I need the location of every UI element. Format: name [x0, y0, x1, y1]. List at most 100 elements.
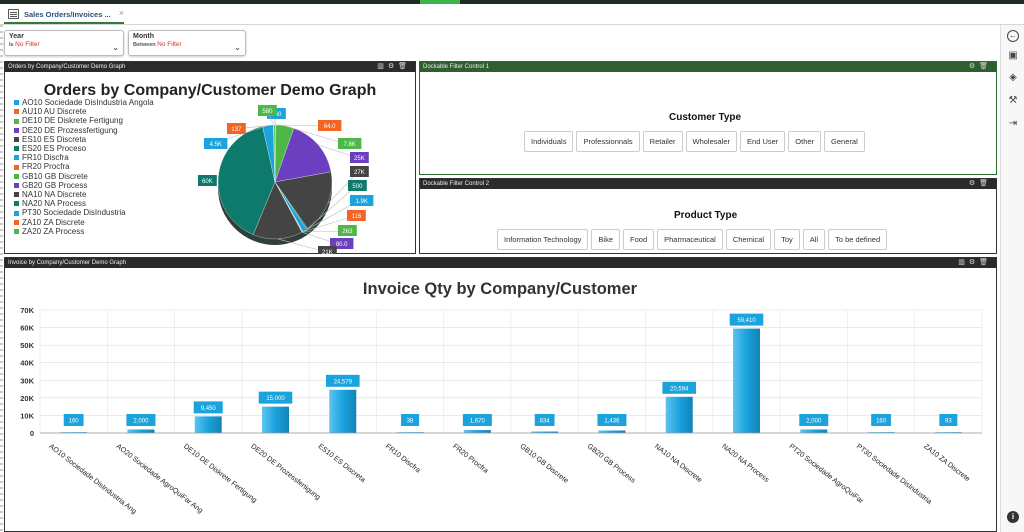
- pie-leader-line: [327, 171, 359, 204]
- legend-item[interactable]: FR20 Procfra: [14, 162, 154, 171]
- x-tick-label: GB10 GB Discrete: [518, 441, 570, 484]
- customer-panel-actions[interactable]: ⚙🗑: [968, 63, 992, 70]
- bar[interactable]: [800, 429, 828, 433]
- bar-data-label-bg: [662, 381, 697, 394]
- invoice-panel-actions[interactable]: ▥⚙🗑: [958, 259, 992, 266]
- pie-slice[interactable]: [252, 181, 303, 240]
- customer-type-button[interactable]: Retailer: [642, 131, 683, 152]
- product-type-button[interactable]: Pharmaceutical: [657, 229, 723, 250]
- x-tick-label: DE20 DE Prozessfertigung: [249, 441, 322, 501]
- layers-icon[interactable]: ◈: [1009, 72, 1017, 83]
- legend-label: ES20 ES Proceso: [22, 144, 87, 154]
- customer-type-button[interactable]: Professionnals: [576, 131, 640, 152]
- bar[interactable]: [531, 431, 559, 433]
- product-panel-title: Dockable Filter Control 2: [423, 181, 490, 187]
- x-tick-label: GB20 GB Process: [586, 441, 638, 484]
- back-icon[interactable]: ←: [1007, 30, 1019, 42]
- close-tab-icon[interactable]: ×: [118, 8, 124, 18]
- legend-label: GB10 GB Discrete: [22, 171, 88, 181]
- pie-data-label-bg: [198, 175, 217, 186]
- customer-type-button[interactable]: End User: [740, 131, 786, 152]
- bar[interactable]: [127, 429, 155, 433]
- pie-leader-line: [304, 200, 359, 231]
- bar[interactable]: [463, 430, 491, 433]
- orders-chart-title: Orders by Company/Customer Demo Graph: [43, 82, 377, 99]
- pie-data-label: 580: [262, 109, 273, 115]
- legend-item[interactable]: FR10 Discfra: [14, 153, 154, 162]
- year-filter[interactable]: Year Is No Filter ⌄: [4, 30, 124, 56]
- product-type-button[interactable]: To be defined: [828, 229, 888, 250]
- pie-leader-line: [284, 125, 347, 145]
- y-tick-label: 70K: [20, 306, 34, 315]
- chevron-down-icon[interactable]: ⌄: [112, 43, 119, 52]
- y-tick-label: 20K: [20, 394, 34, 403]
- info-icon[interactable]: i: [1007, 511, 1019, 523]
- legend-label: DE10 DE Diskrete Fertigung: [22, 116, 123, 126]
- pie-data-label-bg: [204, 138, 228, 149]
- legend-item[interactable]: NA10 NA Discrete: [14, 190, 154, 199]
- pie-data-label-bg: [318, 120, 342, 131]
- legend-item[interactable]: GB10 GB Discrete: [14, 172, 154, 181]
- bar[interactable]: [329, 389, 357, 433]
- pie-data-label: 25K: [354, 156, 365, 162]
- product-type-button[interactable]: Toy: [774, 229, 800, 250]
- exit-icon[interactable]: ⇥: [1008, 118, 1018, 129]
- pie-leader-line: [275, 124, 327, 127]
- legend-label: DE20 DE Prozessfertigung: [22, 125, 118, 135]
- legend-swatch: [14, 118, 19, 124]
- product-type-button[interactable]: Chemical: [725, 229, 772, 250]
- legend-item[interactable]: ES10 ES Discreta: [14, 135, 154, 144]
- bar[interactable]: [598, 430, 626, 433]
- pie-leader-line: [277, 238, 327, 253]
- legend-label: ES10 ES Discreta: [22, 134, 87, 144]
- product-type-button[interactable]: Information Technology: [497, 229, 589, 250]
- legend-item[interactable]: DE20 DE Prozessfertigung: [14, 126, 154, 135]
- customer-type-button[interactable]: Wholesaler: [685, 131, 738, 152]
- month-filter[interactable]: Month Between No Filter ⌄: [128, 30, 246, 56]
- customer-filter-panel: Dockable Filter Control 1 ⚙🗑: [419, 61, 997, 175]
- pie-data-label-bg: [338, 225, 357, 236]
- tab-title: Sales Orders/Invoices ...: [24, 9, 111, 19]
- legend-swatch: [14, 182, 19, 188]
- bar[interactable]: [262, 406, 289, 433]
- legend-label: PT30 Sociedade DisIndustria: [22, 208, 126, 218]
- month-filter-mode: Between: [133, 42, 156, 48]
- bar[interactable]: [194, 416, 222, 433]
- bar[interactable]: [733, 328, 760, 433]
- legend-swatch: [14, 100, 19, 106]
- x-tick-label: ZA10 ZA Discrete: [922, 441, 972, 483]
- product-type-button[interactable]: Bike: [591, 229, 621, 250]
- pie-data-label-bg: [318, 246, 337, 254]
- wrench-icon[interactable]: ⚒: [1008, 95, 1018, 106]
- customer-type-button[interactable]: General: [824, 131, 865, 152]
- legend-item[interactable]: ZA10 ZA Discrete: [14, 218, 154, 227]
- legend-label: ZA20 ZA Process: [22, 226, 85, 236]
- bar-data-label: 834: [540, 419, 551, 425]
- legend-item[interactable]: AO10 Sociedade DisIndustria Angola: [14, 98, 154, 107]
- top-bar: [0, 0, 1024, 4]
- x-tick-label: FR20 Procfra: [451, 441, 490, 474]
- bar[interactable]: [665, 396, 693, 433]
- customer-type-button[interactable]: Individuals: [524, 131, 574, 152]
- legend-item[interactable]: GB20 GB Process: [14, 181, 154, 190]
- tab-sales-orders[interactable]: Sales Orders/Invoices ... ×: [4, 6, 124, 24]
- customer-type-button[interactable]: Other: [788, 131, 822, 152]
- pie-data-label-bg: [338, 138, 362, 149]
- orders-panel-actions[interactable]: ▥⚙🗑: [377, 63, 411, 70]
- legend-item[interactable]: AU10 AU Discrete: [14, 107, 154, 116]
- legend-item[interactable]: PT30 Sociedade DisIndustria: [14, 208, 154, 217]
- legend-item[interactable]: DE10 DE Diskrete Fertigung: [14, 116, 154, 125]
- save-icon[interactable]: ▣: [1008, 50, 1018, 61]
- bar-data-label: 160: [876, 419, 887, 425]
- bar-data-label: 2,000: [133, 419, 149, 425]
- product-type-button[interactable]: Food: [623, 229, 655, 250]
- product-panel-actions[interactable]: ⚙🗑: [968, 180, 992, 187]
- bar-data-label: 59,410: [737, 318, 756, 324]
- product-type-button[interactable]: All: [802, 229, 826, 250]
- legend-item[interactable]: NA20 NA Process: [14, 199, 154, 208]
- legend-item[interactable]: ZA20 ZA Process: [14, 227, 154, 236]
- bar-data-label-bg: [939, 414, 958, 426]
- legend-item[interactable]: ES20 ES Proceso: [14, 144, 154, 153]
- chevron-down-icon[interactable]: ⌄: [234, 43, 241, 52]
- legend-swatch: [14, 192, 19, 198]
